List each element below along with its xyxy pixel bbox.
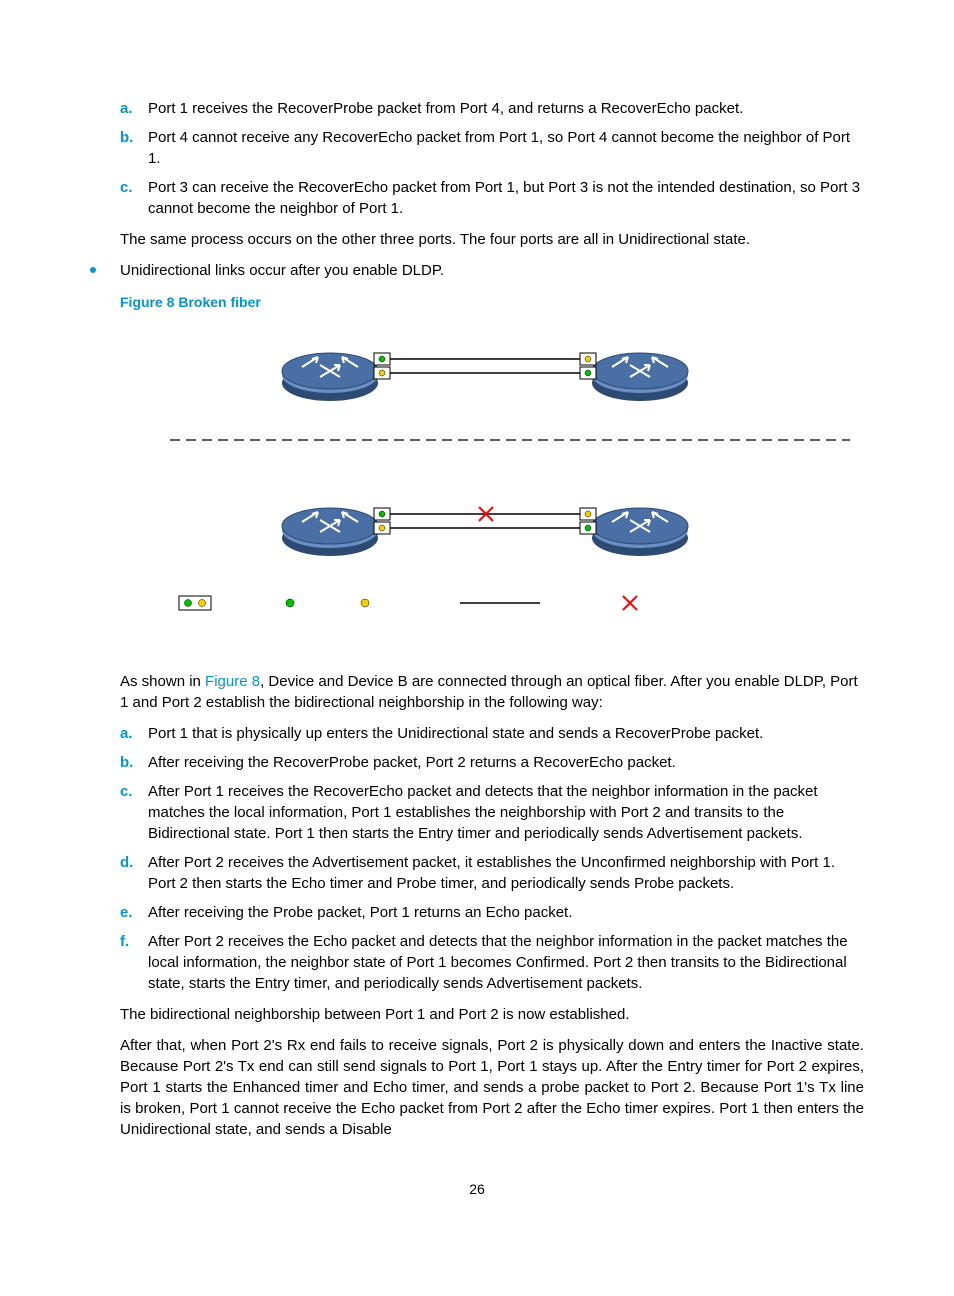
- list-text: Port 1 receives the RecoverProbe packet …: [148, 98, 864, 119]
- paragraph-after-that: After that, when Port 2's Rx end fails t…: [120, 1035, 864, 1140]
- list1-item-a: a. Port 1 receives the RecoverProbe pack…: [120, 98, 864, 119]
- bullet-unidirectional: Unidirectional links occur after you ena…: [90, 260, 864, 661]
- paragraph-bidir-established: The bidirectional neighborship between P…: [120, 1004, 864, 1025]
- list-text: Port 4 cannot receive any RecoverEcho pa…: [148, 127, 864, 169]
- list-marker: b.: [120, 127, 148, 148]
- list2-item-e: e. After receiving the Probe packet, Por…: [120, 902, 864, 923]
- list-text: Port 1 that is physically up enters the …: [148, 723, 864, 744]
- list-text: After Port 2 receives the Advertisement …: [148, 852, 864, 894]
- list-marker: a.: [120, 98, 148, 119]
- figure-caption: Figure 8 Broken fiber: [120, 293, 870, 313]
- page-content: a. Port 1 receives the RecoverProbe pack…: [0, 0, 954, 1239]
- list-text: Port 3 can receive the RecoverEcho packe…: [148, 177, 864, 219]
- list-text: After Port 1 receives the RecoverEcho pa…: [148, 781, 864, 844]
- page-number: 26: [90, 1180, 864, 1200]
- paragraph-same-process: The same process occurs on the other thr…: [120, 229, 864, 250]
- list1-item-b: b. Port 4 cannot receive any RecoverEcho…: [120, 127, 864, 169]
- bullet-text: Unidirectional links occur after you ena…: [120, 260, 870, 281]
- list-text: After Port 2 receives the Echo packet an…: [148, 931, 864, 994]
- bullet-disc-icon: [90, 267, 96, 273]
- list-marker: a.: [120, 723, 148, 744]
- list-marker: b.: [120, 752, 148, 773]
- figure-8-diagram: [150, 325, 870, 641]
- paragraph-as-shown: As shown in Figure 8, Device and Device …: [120, 671, 864, 713]
- list-marker: d.: [120, 852, 148, 873]
- list-marker: e.: [120, 902, 148, 923]
- list-text: After receiving the Probe packet, Port 1…: [148, 902, 864, 923]
- list-marker: c.: [120, 177, 148, 198]
- list-text: After receiving the RecoverProbe packet,…: [148, 752, 864, 773]
- list2-item-b: b. After receiving the RecoverProbe pack…: [120, 752, 864, 773]
- as-shown-prefix: As shown in: [120, 673, 205, 690]
- list2-item-f: f. After Port 2 receives the Echo packet…: [120, 931, 864, 994]
- list-marker: c.: [120, 781, 148, 802]
- list2-item-d: d. After Port 2 receives the Advertiseme…: [120, 852, 864, 894]
- figure-8-link[interactable]: Figure 8: [205, 673, 260, 690]
- list-marker: f.: [120, 931, 148, 952]
- list2-item-c: c. After Port 1 receives the RecoverEcho…: [120, 781, 864, 844]
- broken-fiber-svg: [150, 325, 870, 635]
- list1-item-c: c. Port 3 can receive the RecoverEcho pa…: [120, 177, 864, 219]
- list2-item-a: a. Port 1 that is physically up enters t…: [120, 723, 864, 744]
